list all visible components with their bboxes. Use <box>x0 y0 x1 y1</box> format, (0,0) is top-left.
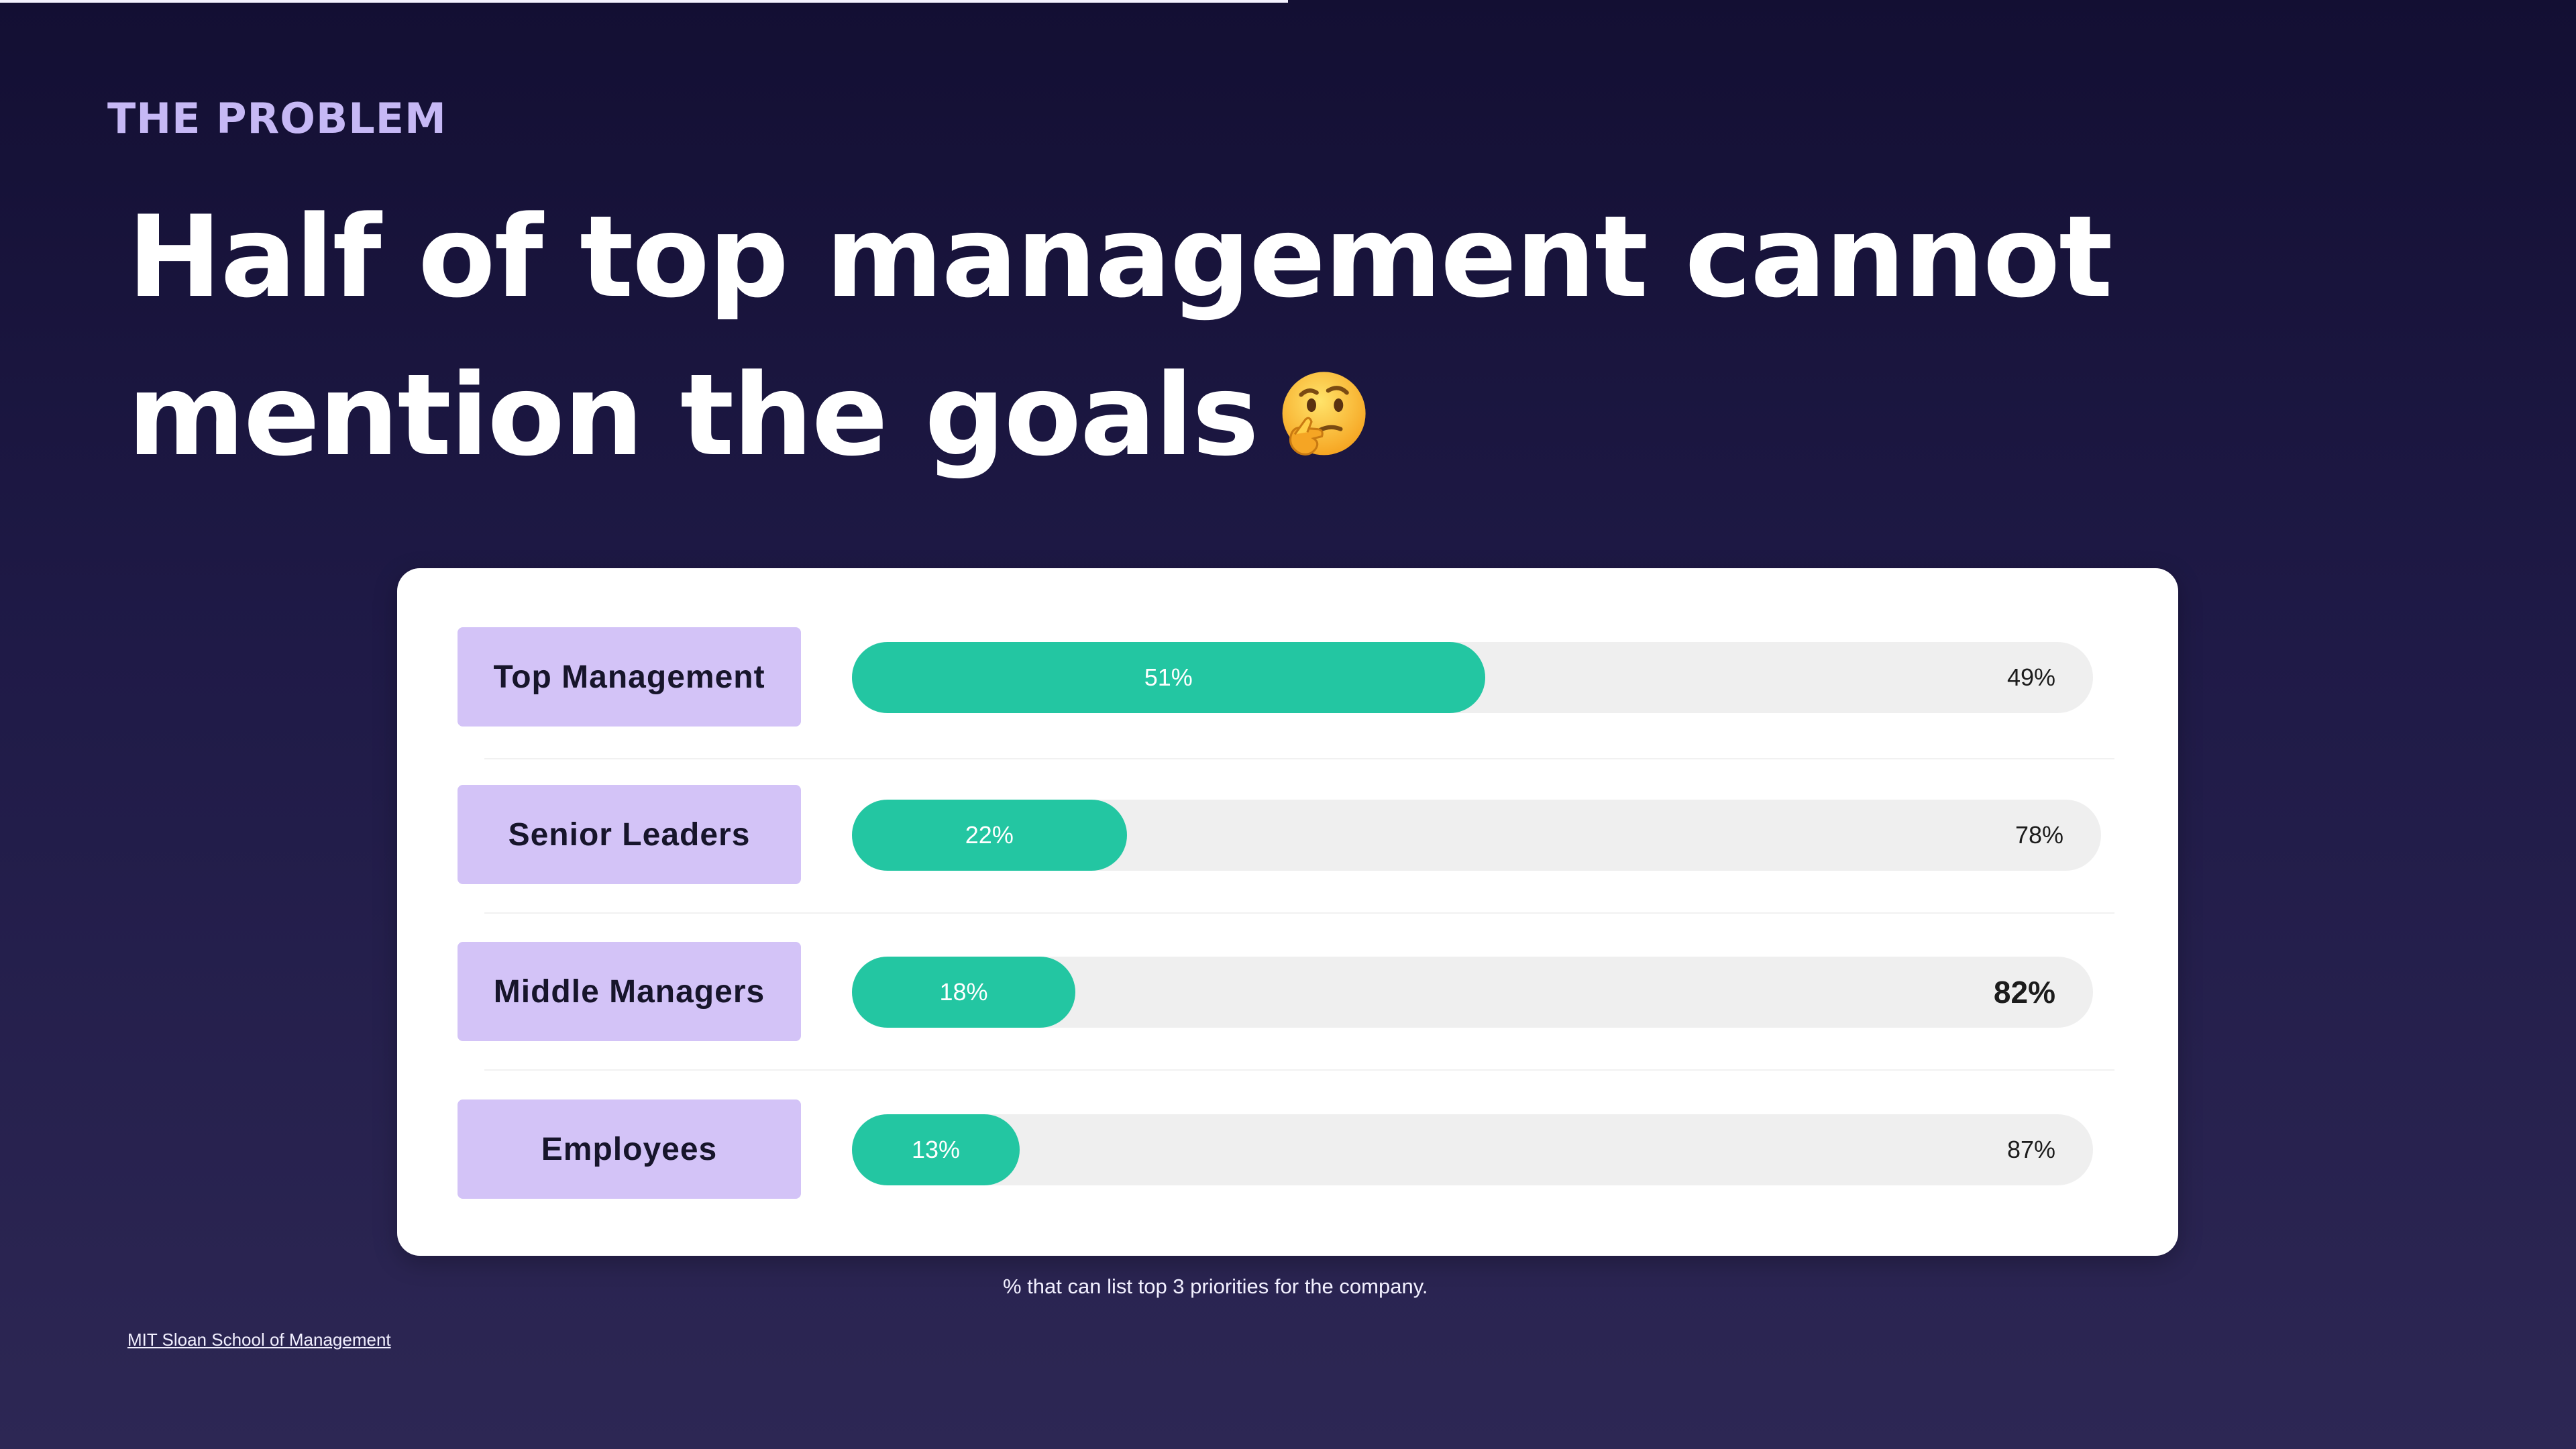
category-label: Top Management <box>458 627 801 727</box>
remainder-label: 49% <box>2006 663 2055 691</box>
row-divider <box>484 1069 2114 1071</box>
top-rule <box>0 0 1288 3</box>
remainder-label: 78% <box>2015 821 2063 849</box>
bar-track: 18% 82% <box>852 957 2093 1028</box>
category-label: Senior Leaders <box>458 785 801 884</box>
bar-track: 13% 87% <box>852 1114 2093 1185</box>
source-link[interactable]: MIT Sloan School of Management <box>127 1330 391 1350</box>
headline-text: Half of top management cannot mention th… <box>127 191 2112 481</box>
chart-caption: % that can list top 3 priorities for the… <box>1003 1275 1428 1298</box>
remainder-label: 82% <box>1993 975 2055 1010</box>
bar-value-label: 51% <box>1144 663 1193 691</box>
row-divider <box>484 758 2114 759</box>
bar-fill: 13% <box>852 1114 1020 1185</box>
bar-row-top-management: Top Management 51% 49% <box>397 627 2178 728</box>
bar-fill: 51% <box>852 642 1485 713</box>
bar-row-senior-leaders: Senior Leaders 22% 78% <box>397 785 2178 885</box>
bar-value-label: 18% <box>939 978 988 1006</box>
bar-fill: 18% <box>852 957 1075 1028</box>
row-divider <box>484 912 2114 914</box>
chart-card: Top Management 51% 49% Senior Leaders 22… <box>397 568 2178 1256</box>
bar-value-label: 13% <box>911 1136 961 1163</box>
bar-value-label: 22% <box>965 821 1014 849</box>
category-label: Employees <box>458 1099 801 1199</box>
slide-headline: Half of top management cannot mention th… <box>127 178 2475 494</box>
bar-row-middle-managers: Middle Managers 18% 82% <box>397 942 2178 1042</box>
bar-row-employees: Employees 13% 87% <box>397 1099 2178 1200</box>
bar-track: 22% 78% <box>852 800 2101 871</box>
thinking-face-icon <box>1270 364 1374 468</box>
category-label: Middle Managers <box>458 942 801 1041</box>
section-kicker: THE PROBLEM <box>107 94 447 143</box>
bar-fill: 22% <box>852 800 1127 871</box>
remainder-label: 87% <box>2006 1136 2055 1163</box>
bar-track: 51% 49% <box>852 642 2093 713</box>
